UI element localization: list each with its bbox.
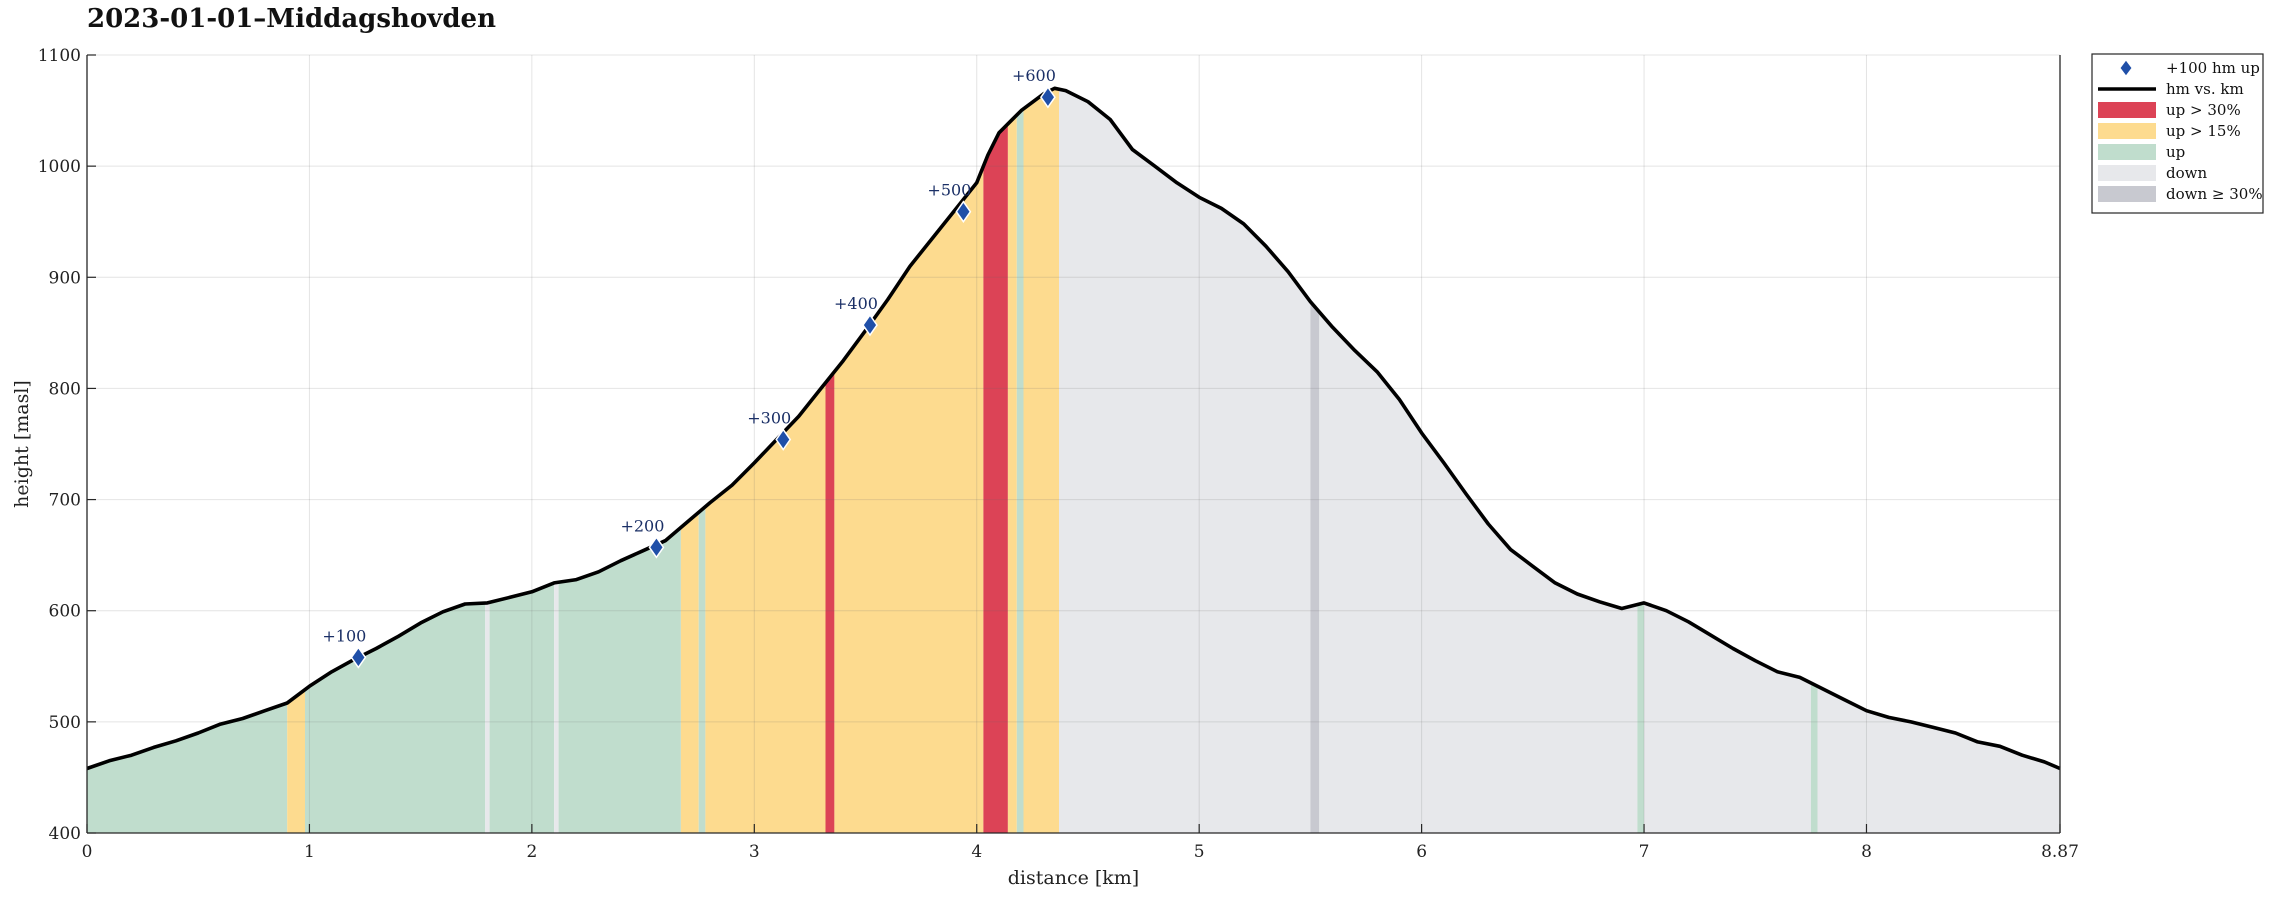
diamond-marker — [350, 646, 367, 669]
segment-up — [1810, 683, 1818, 833]
axes — [86, 55, 2061, 834]
segment-up-gt-15 — [287, 689, 305, 833]
y-tick-label: 600 — [49, 602, 81, 622]
x-tick-label: 0 — [82, 842, 93, 862]
segment-down — [1644, 602, 1811, 833]
legend-label: up > 15% — [2166, 122, 2241, 140]
legend-label: up > 30% — [2166, 101, 2241, 119]
diamond-marker — [862, 313, 878, 337]
chart-title: 2023-01-01–Middagshovden — [87, 4, 496, 34]
x-tick-label: 3 — [749, 842, 760, 862]
x-tick-label: 4 — [971, 842, 982, 862]
segment-up — [1016, 108, 1024, 833]
segment-down — [1319, 312, 1638, 833]
x-tick-label: 6 — [1416, 842, 1427, 862]
y-axis-label: height [masl] — [11, 380, 33, 508]
marker-label: +200 — [620, 516, 664, 535]
x-tick-label: 1 — [304, 842, 315, 862]
legend-marker-swatch — [2119, 59, 2133, 77]
legend-swatch-up-gt-30 — [2098, 102, 2156, 118]
segment-up — [698, 506, 706, 833]
legend-swatch-up — [2098, 144, 2156, 160]
segment-up — [558, 527, 681, 833]
segment-up-gt-30 — [825, 371, 835, 833]
segment-up — [1637, 602, 1644, 833]
segment-down — [1059, 89, 1311, 833]
y-tick-label: 500 — [49, 713, 81, 733]
segment-down-ge-30 — [1310, 301, 1320, 833]
marker-label: +500 — [927, 181, 971, 200]
diamond-marker — [1040, 85, 1056, 109]
diamond-marker — [648, 536, 665, 559]
x-tick-label: 7 — [1639, 842, 1650, 862]
x-tick-label: 5 — [1194, 842, 1205, 862]
legend-label: up — [2166, 143, 2185, 161]
marker-label: +600 — [1012, 66, 1056, 85]
marker-label: +400 — [834, 294, 878, 313]
segment-up-gt-15 — [680, 512, 699, 833]
marker-layer: +100 +200 +300 +400 +500 +600 — [322, 66, 1056, 669]
segment-down — [1817, 686, 2060, 833]
x-axis-label: distance [km] — [1008, 867, 1139, 889]
segment-up — [87, 703, 288, 833]
segment-up — [489, 582, 555, 833]
legend-label: down — [2166, 164, 2207, 182]
legend-swatch-up-gt-15 — [2098, 123, 2156, 139]
y-tick-label: 900 — [49, 268, 81, 288]
segment-up-gt-15 — [1023, 88, 1059, 834]
y-tick-label: 1000 — [38, 157, 81, 177]
x-tick-label: 8.87 — [2041, 842, 2079, 862]
legend: +100 hm up hm vs. km up > 30% up > 15% up dow… — [2091, 53, 2264, 214]
diamond-marker — [775, 428, 792, 451]
y-tick-label: 1100 — [38, 46, 81, 66]
segment-up-gt-30 — [983, 123, 1008, 833]
legend-swatch-down-ge-30 — [2098, 186, 2156, 202]
segment-down — [554, 582, 559, 833]
y-tick-label: 800 — [49, 379, 81, 399]
marker-label: +300 — [747, 409, 791, 428]
profile-line-layer — [86, 86, 2061, 771]
segment-up — [305, 603, 486, 833]
profile-line — [86, 86, 2061, 771]
legend-label: hm vs. km — [2166, 80, 2244, 98]
tick-labels: 0 1 2 3 4 5 6 7 8 8.87 400 500 600 700 800 900 1000 1100 — [38, 46, 2079, 862]
x-tick-label: 8 — [1861, 842, 1872, 862]
legend-label: +100 hm up — [2166, 59, 2260, 77]
diamond-marker — [955, 200, 972, 224]
y-tick-label: 700 — [49, 491, 81, 511]
legend-label: down ≥ 30% — [2166, 185, 2263, 203]
segment-down — [485, 602, 490, 833]
segment-up-gt-15 — [705, 382, 826, 833]
segment-up-gt-15 — [1007, 115, 1017, 833]
marker-label: +100 — [322, 626, 366, 645]
y-tick-label: 400 — [49, 824, 81, 844]
x-tick-label: 2 — [526, 842, 537, 862]
legend-swatch-down — [2098, 165, 2156, 181]
gradient-segments — [87, 88, 2060, 834]
